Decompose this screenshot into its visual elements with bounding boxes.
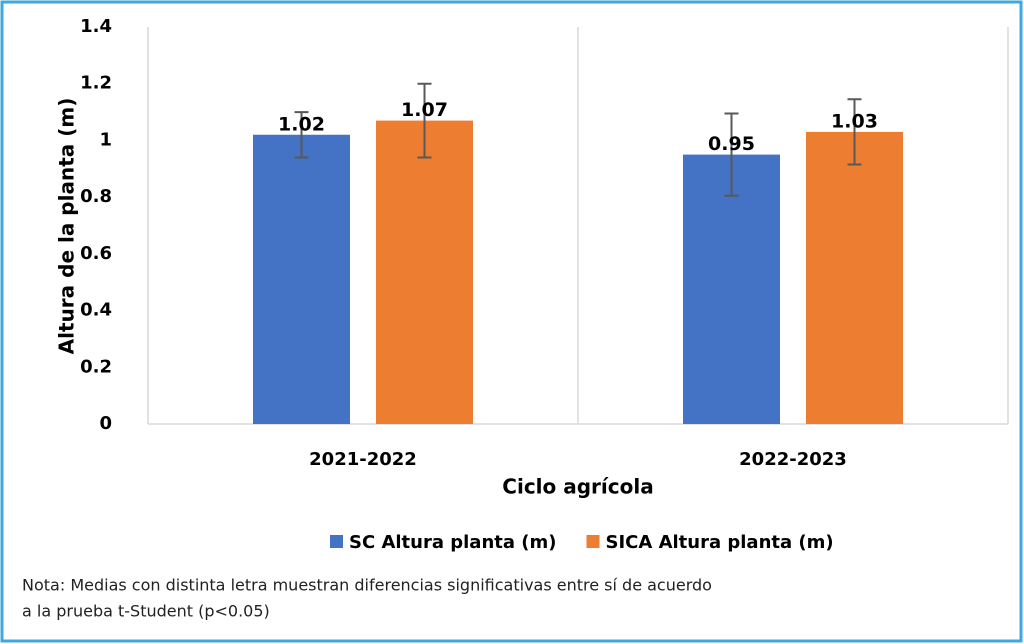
y-tick-label: 1.2	[80, 73, 112, 94]
error-bar	[724, 112, 739, 197]
y-axis-title: Altura de la planta (m)	[55, 98, 79, 355]
note-line: a la prueba t-Student (p<0.05)	[22, 602, 270, 621]
value-label: 1.07	[401, 99, 448, 121]
y-tick-label: 0	[99, 413, 112, 434]
error-bar	[417, 82, 432, 159]
y-tick-label: 0.2	[80, 356, 112, 377]
x-tick-label: 2021-2022	[309, 449, 417, 470]
y-tick-label: 0.4	[80, 300, 112, 321]
legend-swatch	[586, 535, 600, 548]
legend-label: SICA Altura planta (m)	[606, 532, 834, 553]
value-label: 1.03	[831, 110, 878, 132]
y-tick-label: 0.6	[80, 243, 112, 264]
error-bar	[847, 98, 862, 166]
y-tick-label: 0.8	[80, 186, 112, 207]
x-tick-label: 2022-2023	[739, 449, 847, 470]
value-label: 0.95	[708, 133, 755, 155]
bar	[253, 134, 350, 424]
value-label: 1.02	[278, 113, 325, 135]
x-axis-title: Ciclo agrícola	[502, 475, 653, 499]
note-line: Nota: Medias con distinta letra muestran…	[22, 576, 712, 595]
bar	[806, 131, 903, 424]
legend-swatch	[330, 535, 343, 548]
bar	[376, 120, 473, 424]
y-tick-label: 1.4	[80, 16, 112, 37]
legend-label: SC Altura planta (m)	[349, 532, 557, 553]
bar	[683, 154, 780, 424]
error-bar	[294, 111, 309, 159]
y-tick-label: 1	[99, 129, 112, 150]
